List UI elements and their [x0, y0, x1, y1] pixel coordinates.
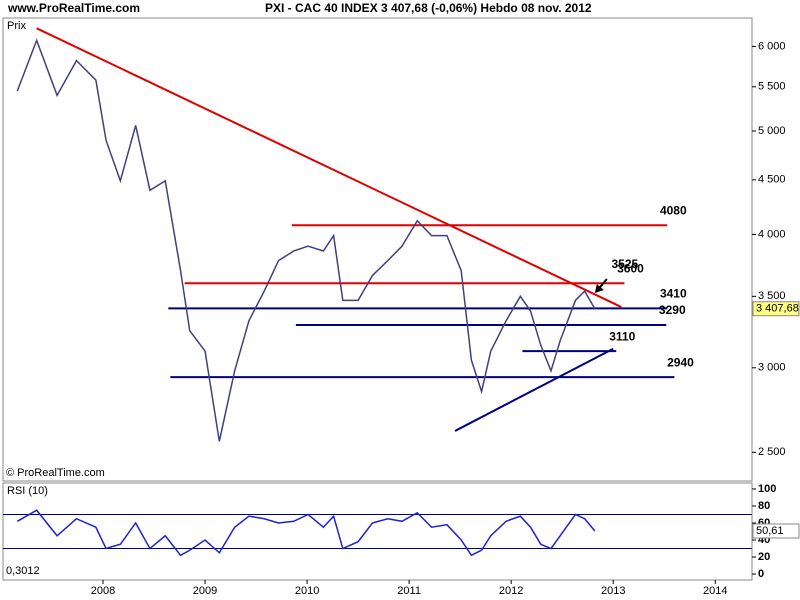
- site-name: www.ProRealTime.com: [7, 1, 140, 15]
- level-label: 3110: [609, 329, 635, 343]
- series-line: [16, 38, 596, 442]
- y-tick-label: 80: [758, 500, 770, 512]
- level-label: 3410: [660, 287, 687, 301]
- callout-label: 3525: [612, 257, 639, 271]
- y-tick-label: 3 000: [758, 362, 786, 374]
- x-tick-label: 2010: [295, 585, 319, 597]
- y-tick-label: 5 000: [758, 125, 786, 137]
- y-tick-label: 0: [758, 568, 764, 580]
- x-tick-label: 2013: [601, 585, 625, 597]
- x-tick-label: 2008: [91, 585, 115, 597]
- copyright: © ProRealTime.com: [6, 467, 105, 479]
- last-value-label: 50,61: [756, 525, 784, 537]
- x-tick-label: 2009: [193, 585, 217, 597]
- trend-line: [454, 347, 614, 432]
- level-label: 3290: [659, 303, 686, 317]
- callout-head: [594, 284, 604, 294]
- series-line: [16, 509, 596, 557]
- panel-label: RSI (10): [7, 485, 48, 497]
- level-label: 2940: [667, 355, 694, 369]
- y-tick-label: 4 500: [758, 174, 786, 186]
- y-tick-label: 3 500: [758, 290, 786, 302]
- last-value-label: 3 407,68: [756, 303, 799, 315]
- y-tick-label: 20: [758, 551, 770, 563]
- y-tick-label: 4 000: [758, 228, 786, 240]
- y-tick-label: 100: [758, 483, 776, 495]
- rsi-note: 0,3012: [6, 565, 40, 577]
- x-tick-label: 2011: [397, 585, 421, 597]
- last-value-box: [752, 301, 800, 317]
- x-tick-label: 2012: [499, 585, 523, 597]
- x-tick-label: 2014: [703, 585, 727, 597]
- panel-label: Prix: [7, 20, 26, 32]
- y-tick-label: 6 000: [758, 40, 786, 52]
- level-label: 3600: [617, 261, 644, 275]
- rsi-panel: [2, 482, 753, 581]
- trend-line: [36, 27, 622, 308]
- last-value-box: [752, 523, 800, 539]
- y-tick-label: 2 500: [758, 446, 786, 458]
- price-panel: [2, 17, 753, 482]
- level-label: 4080: [660, 203, 687, 217]
- y-tick-label: 5 500: [758, 81, 786, 93]
- chart-header: PXI - CAC 40 INDEX 3 407,68 (-0,06%) Heb…: [265, 1, 592, 15]
